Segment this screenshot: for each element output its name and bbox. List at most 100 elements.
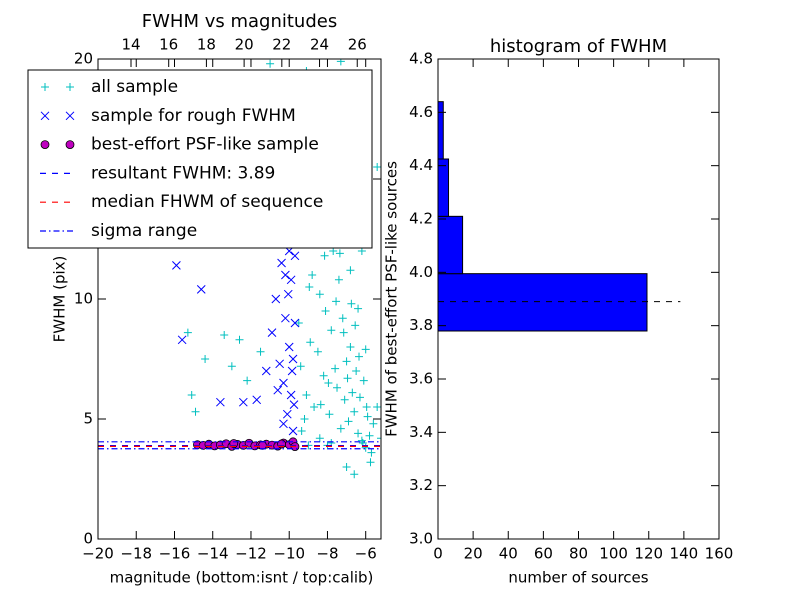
y-tick-label: 3.6 [409, 370, 433, 388]
point [277, 258, 286, 268]
point [334, 275, 343, 284]
point [243, 376, 252, 385]
point [355, 352, 364, 361]
point [273, 385, 283, 395]
point [305, 283, 314, 291]
point [287, 366, 297, 376]
x-tick-label: 20 [464, 545, 483, 563]
x-tick-label: 40 [499, 545, 518, 563]
x-tick-label: 0 [433, 545, 443, 563]
x-tick-label: −20 [82, 545, 114, 563]
point [339, 328, 348, 337]
point [256, 347, 265, 356]
x2-tick-label: 16 [159, 36, 178, 54]
point [279, 419, 288, 429]
x-tick-label: −10 [273, 545, 305, 563]
point [279, 378, 288, 388]
point [332, 297, 341, 306]
point [281, 270, 290, 280]
legend-marker [66, 83, 74, 91]
y-tick-label: 3.2 [409, 476, 433, 494]
bar [437, 215, 464, 275]
point [352, 367, 361, 375]
x-tick-label: −14 [197, 545, 229, 563]
point [177, 335, 187, 345]
point [344, 417, 353, 426]
point [296, 362, 305, 371]
y-tick-label: 0 [83, 530, 93, 548]
point [187, 391, 196, 399]
legend-marker [65, 140, 75, 150]
point [183, 328, 192, 337]
legend-marker [40, 140, 50, 150]
point [359, 376, 368, 385]
legend-marker [65, 111, 75, 121]
point [338, 314, 347, 323]
point [315, 290, 324, 299]
point [191, 407, 200, 416]
chart-title: FWHM vs magnitudes [142, 11, 337, 32]
x-tick-label: −12 [235, 545, 267, 563]
x-axis-label: magnitude (bottom:isnt / top:calib) [110, 569, 374, 587]
point [336, 59, 345, 66]
point [361, 345, 370, 354]
point [252, 395, 262, 405]
point [367, 448, 376, 457]
point [369, 419, 378, 428]
y-tick-label: 5 [83, 410, 93, 428]
point [347, 299, 356, 308]
point [308, 271, 317, 279]
legend-marker [40, 111, 50, 121]
bar [437, 101, 444, 160]
y-tick-label: 3.8 [409, 316, 433, 334]
point [342, 357, 351, 366]
point [267, 328, 277, 337]
point [271, 294, 281, 304]
point [342, 463, 351, 471]
x2-tick-label: 24 [310, 36, 329, 54]
point [172, 261, 181, 270]
legend-label: median FHWM of sequence [91, 192, 323, 212]
point [289, 400, 299, 409]
point [282, 409, 292, 419]
point [288, 426, 298, 436]
point [286, 275, 296, 285]
y-tick-label: 3.4 [409, 423, 433, 441]
y-tick-label: 10 [74, 290, 93, 308]
point [275, 359, 285, 369]
point [286, 390, 296, 400]
point [366, 458, 375, 467]
point [373, 403, 381, 411]
point [327, 326, 336, 335]
x-tick-label: −18 [120, 545, 152, 563]
bar [437, 273, 648, 332]
point [377, 434, 381, 443]
point [324, 379, 333, 387]
x-tick-label: 140 [670, 545, 699, 563]
point [281, 313, 290, 323]
y-axis-label: FWHM of best-effort PSF-like sources [383, 161, 401, 437]
point [306, 338, 315, 347]
x2-tick-label: 18 [197, 36, 216, 54]
point [261, 366, 271, 376]
point [227, 362, 236, 371]
x-tick-label: 120 [634, 545, 663, 563]
point [351, 321, 360, 330]
y-tick-label: 3.0 [409, 530, 433, 548]
point [313, 347, 322, 356]
y-tick-label: 4.2 [409, 210, 433, 228]
point [346, 343, 355, 351]
point [316, 400, 325, 409]
point [310, 403, 319, 411]
legend-label: sample for rough FWHM [91, 106, 296, 126]
x2-tick-label: 14 [121, 36, 140, 54]
point [300, 415, 309, 423]
point [283, 289, 293, 299]
point [294, 319, 303, 327]
point [235, 335, 244, 344]
point [319, 371, 328, 380]
x2-tick-label: 26 [348, 36, 367, 54]
point [220, 331, 229, 339]
x-tick-label: 100 [599, 545, 628, 563]
point [320, 251, 329, 260]
